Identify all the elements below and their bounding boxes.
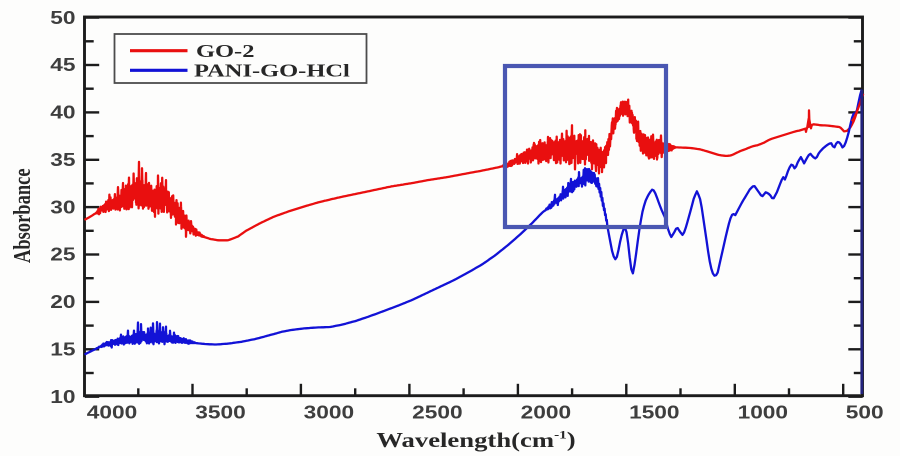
svg-text:35: 35 [50, 150, 75, 170]
svg-text:Wavelength(cm-1): Wavelength(cm-1) [376, 428, 575, 452]
svg-text:1000: 1000 [738, 403, 788, 423]
svg-text:GO-2: GO-2 [196, 41, 254, 61]
svg-text:2000: 2000 [521, 403, 571, 423]
svg-text:40: 40 [50, 103, 75, 123]
svg-text:4000: 4000 [87, 403, 137, 423]
svg-text:30: 30 [50, 197, 75, 217]
svg-text:Absorbance: Absorbance [9, 168, 36, 263]
svg-text:3000: 3000 [304, 403, 354, 423]
svg-text:1500: 1500 [629, 403, 679, 423]
svg-text:25: 25 [50, 245, 75, 265]
svg-text:500: 500 [846, 403, 884, 423]
svg-text:15: 15 [50, 340, 75, 360]
svg-text:2500: 2500 [412, 403, 462, 423]
svg-text:PANI-GO-HCl: PANI-GO-HCl [194, 61, 350, 81]
svg-text:20: 20 [50, 292, 75, 312]
svg-text:10: 10 [50, 387, 75, 407]
svg-text:50: 50 [50, 8, 75, 28]
svg-text:45: 45 [50, 55, 75, 75]
svg-text:3500: 3500 [195, 403, 245, 423]
